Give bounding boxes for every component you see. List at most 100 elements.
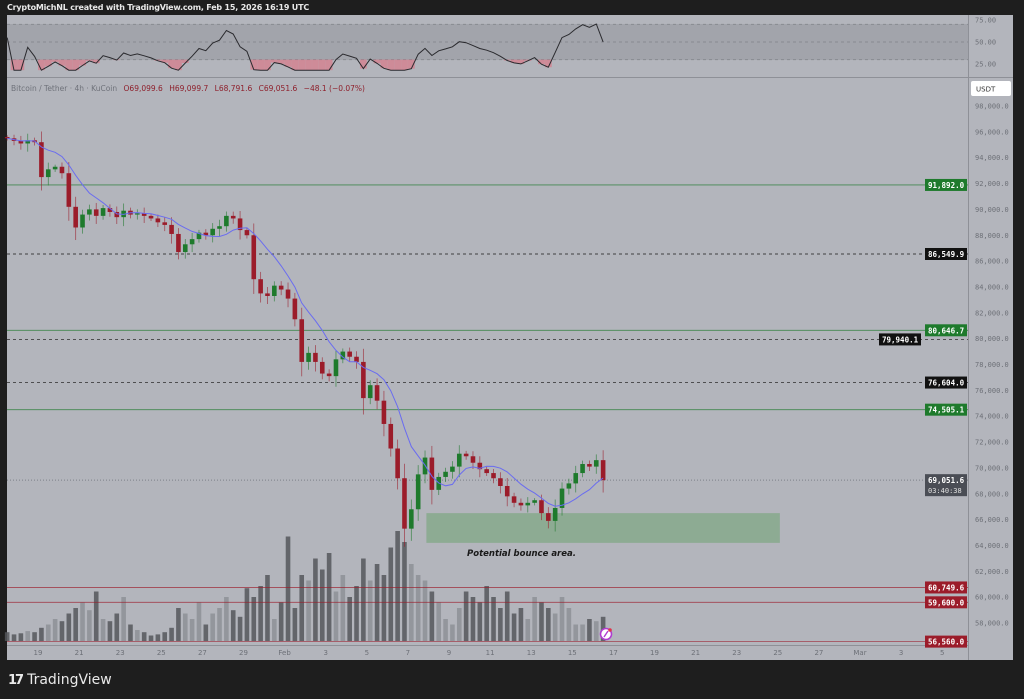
volume-bar	[333, 591, 339, 641]
candle-body	[73, 206, 78, 228]
volume-bar	[511, 613, 517, 641]
currency-button[interactable]	[971, 81, 1011, 96]
rsi-oversold-fill	[85, 59, 93, 61]
level-label: 86,549.9	[928, 250, 965, 259]
date-tick: 13	[527, 649, 536, 657]
candle-body	[148, 215, 154, 219]
candle-body	[59, 166, 65, 174]
rsi-oversold-fill	[538, 59, 545, 65]
price-tick: 62,000.0	[975, 568, 1009, 576]
volume-bar	[443, 619, 448, 641]
candle-body	[306, 352, 311, 362]
volume-bar	[313, 558, 318, 641]
date-tick: 7	[406, 649, 410, 657]
volume-bar	[532, 597, 537, 641]
rsi-oversold-fill	[264, 59, 271, 71]
price-tick: 60,000.0	[975, 594, 1009, 602]
rsi-line	[6, 23, 604, 71]
candle-body	[463, 453, 469, 457]
rsi-oversold-fill	[17, 59, 25, 71]
candle-body	[443, 471, 448, 477]
volume-bar	[189, 619, 195, 641]
volume-bar	[484, 586, 489, 641]
candle-body	[354, 356, 359, 362]
candle-body	[504, 485, 510, 497]
moving-average	[7, 137, 604, 507]
price-axis[interactable]: 98,000.0 96,000.0 94,000.0 92,000.0 90,000.0…	[975, 103, 1009, 628]
legend-high: H69,099.7	[169, 84, 208, 93]
price-tick: 58,000.0	[975, 620, 1009, 628]
candle-body	[532, 500, 537, 503]
candle-body	[39, 142, 44, 178]
level-label-bg	[925, 247, 967, 260]
rsi-tick: 75.00	[975, 17, 996, 25]
candle-body	[272, 285, 277, 296]
volume-bar	[93, 591, 99, 641]
level-label: 76,604.0	[928, 379, 965, 388]
candle-body	[189, 239, 195, 245]
rsi-pane: 75.00 50.00 25.00	[6, 17, 996, 71]
volume-bar	[52, 619, 58, 641]
volume-bar	[573, 624, 579, 641]
candle-body	[388, 423, 394, 449]
price-tick: 72,000.0	[975, 439, 1009, 447]
volume-bar	[196, 602, 202, 641]
level-label: 60,749.6	[928, 583, 965, 592]
volume-bar	[340, 575, 346, 641]
chart-background	[7, 15, 1013, 660]
volume-bar	[306, 580, 311, 641]
volume-bar	[128, 624, 133, 641]
date-tick: 23	[732, 649, 741, 657]
bounce-zone[interactable]: Potential bounce area.	[426, 513, 780, 559]
rsi-oversold-fill	[181, 59, 189, 63]
candle-body	[559, 488, 565, 508]
volume-bar	[169, 627, 174, 641]
date-tick: 15	[568, 649, 577, 657]
date-tick: 27	[814, 649, 823, 657]
rsi-oversold-fill	[298, 59, 306, 71]
volume-bar	[244, 588, 250, 641]
volume-bar	[539, 602, 544, 641]
candle-body	[141, 213, 147, 216]
volume-bar	[87, 610, 92, 641]
level-label-bg	[925, 635, 967, 648]
candle-body	[182, 244, 188, 253]
price-tick: 68,000.0	[975, 490, 1009, 498]
candle-body	[230, 215, 236, 219]
candle-body	[374, 385, 380, 401]
date-tick: 27	[198, 649, 207, 657]
volume-bar	[224, 597, 229, 641]
date-tick: 9	[447, 649, 451, 657]
candle-body	[409, 509, 414, 529]
rsi-tick: 25.00	[975, 61, 996, 69]
candle-body	[299, 319, 305, 362]
rsi-oversold-fill	[387, 59, 395, 71]
volume-bar	[525, 619, 531, 641]
volume-bar	[237, 616, 243, 641]
time-axis[interactable]: 19 21 23 25 27 29 Feb 3 5 7 9 11 13 15 17 19 21 23 25 27 Mar…	[34, 649, 945, 657]
candle-body	[402, 478, 407, 529]
candle-body	[224, 215, 229, 227]
candle-body	[176, 233, 181, 253]
candle-body	[415, 474, 421, 510]
candle-body	[155, 218, 161, 223]
volume-bar	[566, 608, 572, 641]
rsi-oversold-fill	[291, 59, 299, 71]
volume-bar	[326, 553, 332, 641]
volume-bar	[477, 602, 483, 641]
volume-bar	[182, 613, 188, 641]
volume-bar	[155, 634, 161, 641]
date-tick: Mar	[853, 649, 866, 657]
volume-bar	[491, 597, 496, 641]
date-tick: 3	[899, 649, 903, 657]
candle-body	[25, 140, 31, 144]
candle-body	[367, 385, 373, 399]
level-label: 79,940.1	[882, 335, 919, 344]
candle-body	[169, 224, 174, 234]
volume-bar	[436, 602, 442, 641]
chart-attribution: CryptoMichNL created with TradingView.co…	[7, 3, 310, 12]
volume-bar	[107, 621, 113, 641]
volume-bar	[11, 634, 17, 641]
idea-marker-icon[interactable]	[599, 627, 613, 641]
